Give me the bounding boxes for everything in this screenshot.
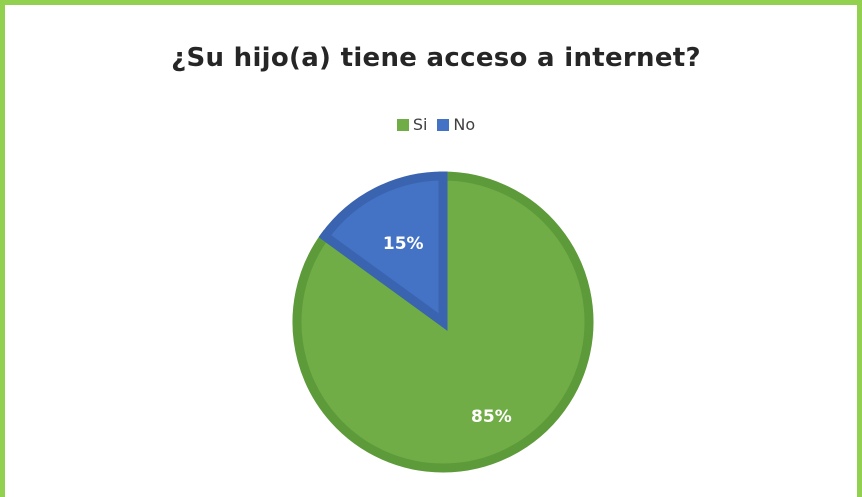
- legend-label-si: Si: [412, 115, 428, 134]
- pie-slice-no: [318, 171, 448, 331]
- chart-legend: Si No: [5, 115, 862, 134]
- legend-swatch-si: [396, 118, 409, 131]
- data-label-no: 15%: [383, 234, 424, 254]
- chart-title: ¿Su hijo(a) tiene acceso a internet?: [171, 43, 701, 73]
- data-label-si: 85%: [471, 407, 512, 427]
- pie-data-labels: 85% 15%: [383, 234, 512, 427]
- legend-item-si: Si: [396, 115, 428, 134]
- pie-slices: [292, 171, 594, 473]
- legend-swatch-no: [437, 118, 450, 131]
- legend-label-no: No: [453, 115, 476, 134]
- legend-item-no: No: [437, 115, 475, 134]
